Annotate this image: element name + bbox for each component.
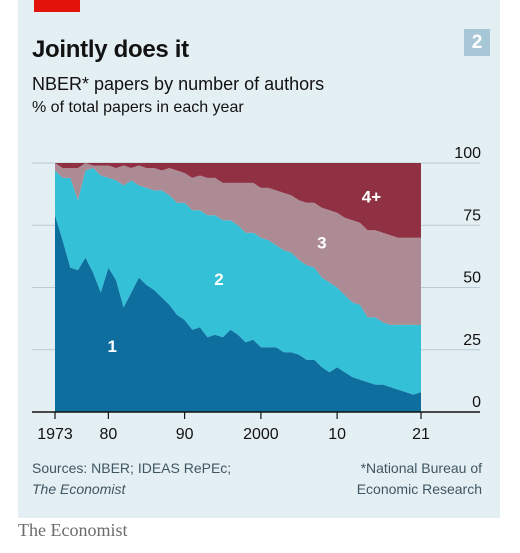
stacked-area-chart: 1973 80 90 2000 10 21 0 25 50 75 100 1 2 3 4+: [32, 145, 481, 443]
area-series-1: [55, 215, 421, 412]
y-axis: 0 25 50 75 100: [454, 145, 481, 411]
footnote-line-1: *National Bureau of: [360, 460, 482, 476]
footnote: *National Bureau of Economic Research: [357, 458, 482, 500]
chart-unit-label: % of total papers in each year: [32, 99, 244, 116]
y-tick-label: 0: [472, 394, 481, 411]
series-label-3: 3: [317, 234, 326, 253]
chart-panel: 2 Jointly does it NBER* papers by number…: [18, 0, 500, 518]
sources-note: Sources: NBER; IDEAS RePEc; The Economis…: [32, 458, 231, 500]
footnote-line-2: Economic Research: [356, 481, 482, 497]
x-axis: 1973 80 90 2000 10 21: [37, 412, 430, 443]
x-tick-label: 80: [99, 426, 117, 443]
chart-title: Jointly does it: [32, 36, 189, 63]
area-series-2: [55, 168, 421, 395]
x-tick-label: 1973: [37, 426, 73, 443]
series-label-4: 4+: [362, 188, 381, 207]
area-series: [55, 163, 421, 412]
y-tick-label: 50: [463, 270, 481, 287]
x-tick-label: 10: [328, 426, 346, 443]
chart-number-badge: 2: [464, 29, 490, 56]
y-tick-label: 100: [454, 145, 481, 162]
y-tick-label: 25: [463, 332, 481, 349]
x-tick-label: 90: [176, 426, 194, 443]
sources-line-2: The Economist: [32, 481, 126, 497]
area-series-4: [55, 163, 421, 238]
area-series-3: [55, 163, 421, 325]
economist-logo: The Economist: [18, 520, 128, 540]
series-label-2: 2: [214, 270, 223, 289]
x-tick-label: 21: [412, 426, 430, 443]
economist-red-tag: [34, 0, 80, 12]
series-labels: 1 2 3 4+: [107, 188, 381, 356]
y-tick-label: 75: [463, 207, 481, 224]
series-label-1: 1: [107, 337, 116, 356]
x-tick-label: 2000: [243, 426, 279, 443]
chart-subtitle: NBER* papers by number of authors: [32, 74, 325, 94]
sources-line-1: Sources: NBER; IDEAS RePEc;: [32, 460, 232, 476]
